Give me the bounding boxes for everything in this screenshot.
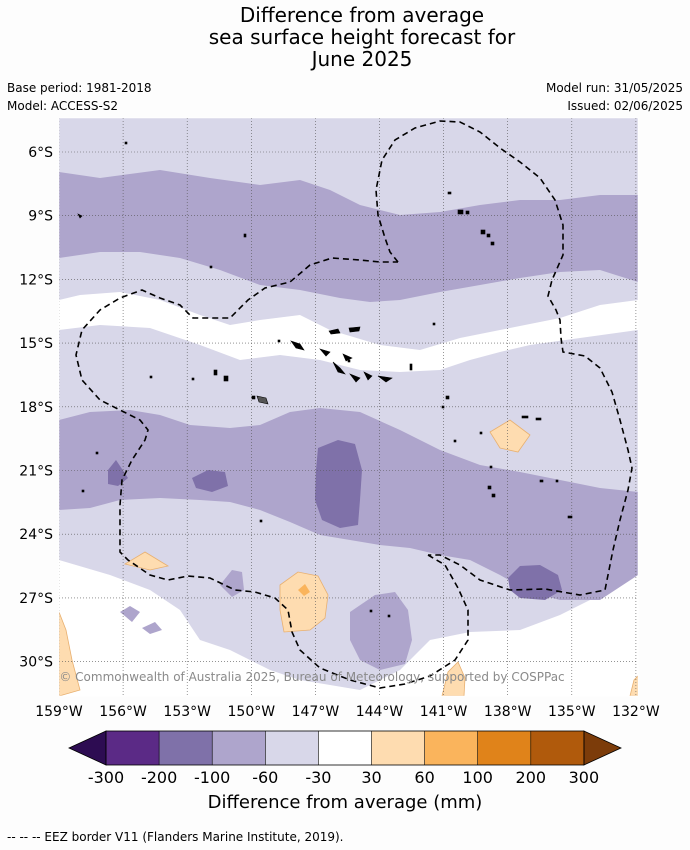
lat-label: 9°S — [28, 209, 53, 225]
footer-note: -- -- -- EEZ border V11 (Flanders Marine… — [7, 830, 344, 844]
title-line-3: June 2025 — [311, 47, 413, 71]
colorbar-segment — [265, 731, 319, 765]
lon-label: 144°W — [356, 704, 404, 720]
colorbar-extend-high — [583, 730, 622, 766]
anomaly-patch-positive-5 — [59, 611, 81, 696]
lat-label: 6°S — [28, 145, 53, 161]
anomaly-patch-dark-3 — [108, 460, 128, 486]
lon-label: 141°W — [420, 704, 468, 720]
meta-right: Model run: 31/05/2025 Issued: 02/06/2025 — [546, 79, 683, 115]
anomaly-patch-dark-1 — [315, 440, 362, 528]
colorbar-tick-label: 300 — [569, 768, 600, 787]
lon-label: 150°W — [228, 704, 276, 720]
colorbar-tick-label: 200 — [516, 768, 547, 787]
lon-label: 153°W — [163, 704, 211, 720]
lat-label: 24°S — [19, 527, 53, 543]
lon-label: 138°W — [484, 704, 532, 720]
lon-label: 156°W — [99, 704, 147, 720]
colorbar-segment — [530, 731, 584, 765]
lon-label: 159°W — [35, 704, 83, 720]
anomaly-band-mid-north — [59, 170, 638, 302]
colorbar-tick-label: 100 — [462, 768, 493, 787]
title-line-2: sea surface height forecast for — [208, 25, 516, 49]
latitude-labels: 6°S 9°S 12°S 15°S 18°S 21°S 24°S 27°S 30°S — [19, 145, 53, 671]
lat-label: 15°S — [19, 336, 53, 352]
copyright-text: © Commonwealth of Australia 2025, Bureau… — [59, 670, 564, 684]
colorbar-tick-label: 30 — [361, 768, 381, 787]
chart-title: Difference from average sea surface heig… — [0, 4, 690, 70]
islands — [77, 141, 573, 618]
lon-label: 135°W — [548, 704, 596, 720]
lat-label: 27°S — [19, 591, 53, 607]
lat-label: 21°S — [19, 464, 53, 480]
lat-label: 12°S — [19, 272, 53, 288]
anomaly-patch-positive-1 — [279, 571, 329, 633]
meta-left: Base period: 1981-2018 Model: ACCESS-S2 — [7, 79, 152, 115]
colorbar-tick-label: -200 — [141, 768, 177, 787]
eez-border-south — [75, 257, 469, 689]
anomaly-patch-positive-4 — [441, 661, 466, 696]
anomaly-patch-dark-4 — [508, 565, 562, 600]
colorbar-label: Difference from average (mm) — [207, 792, 483, 813]
colorbar-tick-label: -30 — [305, 768, 331, 787]
lon-label: 147°W — [292, 704, 340, 720]
anomaly-patch-dark-2 — [192, 470, 228, 492]
colorbar-segment — [424, 731, 478, 765]
anomaly-patch-mid-south-1 — [350, 592, 412, 670]
anomaly-patch-mid-south-3 — [120, 606, 140, 622]
colorbar-segment — [477, 731, 531, 765]
lon-label: 132°W — [612, 704, 660, 720]
colorbar-segment — [371, 731, 425, 765]
anomaly-patch-positive-strong — [298, 584, 310, 596]
issued-text: Issued: 02/06/2025 — [567, 99, 683, 113]
base-period-text: Base period: 1981-2018 — [7, 81, 152, 95]
lat-label: 30°S — [19, 655, 53, 671]
colorbar: -300 -200 -100 -60 -30 30 60 100 200 300 — [68, 730, 622, 787]
model-text: Model: ACCESS-S2 — [7, 99, 119, 113]
eez-borders — [75, 120, 633, 689]
colorbar-segment — [318, 731, 372, 765]
colorbar-tick-label: -60 — [252, 768, 278, 787]
colorbar-segment — [106, 731, 160, 765]
eez-border-north — [375, 120, 633, 596]
colorbar-extend-low — [68, 730, 107, 766]
longitude-labels: 159°W 156°W 153°W 150°W 147°W 144°W 141°W 138°W… — [35, 704, 660, 720]
colorbar-tick-label: -100 — [194, 768, 230, 787]
map-frame — [58, 117, 639, 697]
colorbar-tick-label: -300 — [88, 768, 124, 787]
anomaly-patch-mid-south-4 — [142, 622, 162, 634]
anomaly-patch-positive-2 — [489, 419, 531, 453]
colorbar-segment — [212, 731, 266, 765]
model-run-text: Model run: 31/05/2025 — [545, 81, 683, 95]
title-line-1: Difference from average — [239, 3, 485, 27]
gridlines — [59, 118, 638, 696]
lat-label: 18°S — [19, 400, 53, 416]
colorbar-segment — [159, 731, 213, 765]
colorbar-tick-label: 60 — [414, 768, 434, 787]
